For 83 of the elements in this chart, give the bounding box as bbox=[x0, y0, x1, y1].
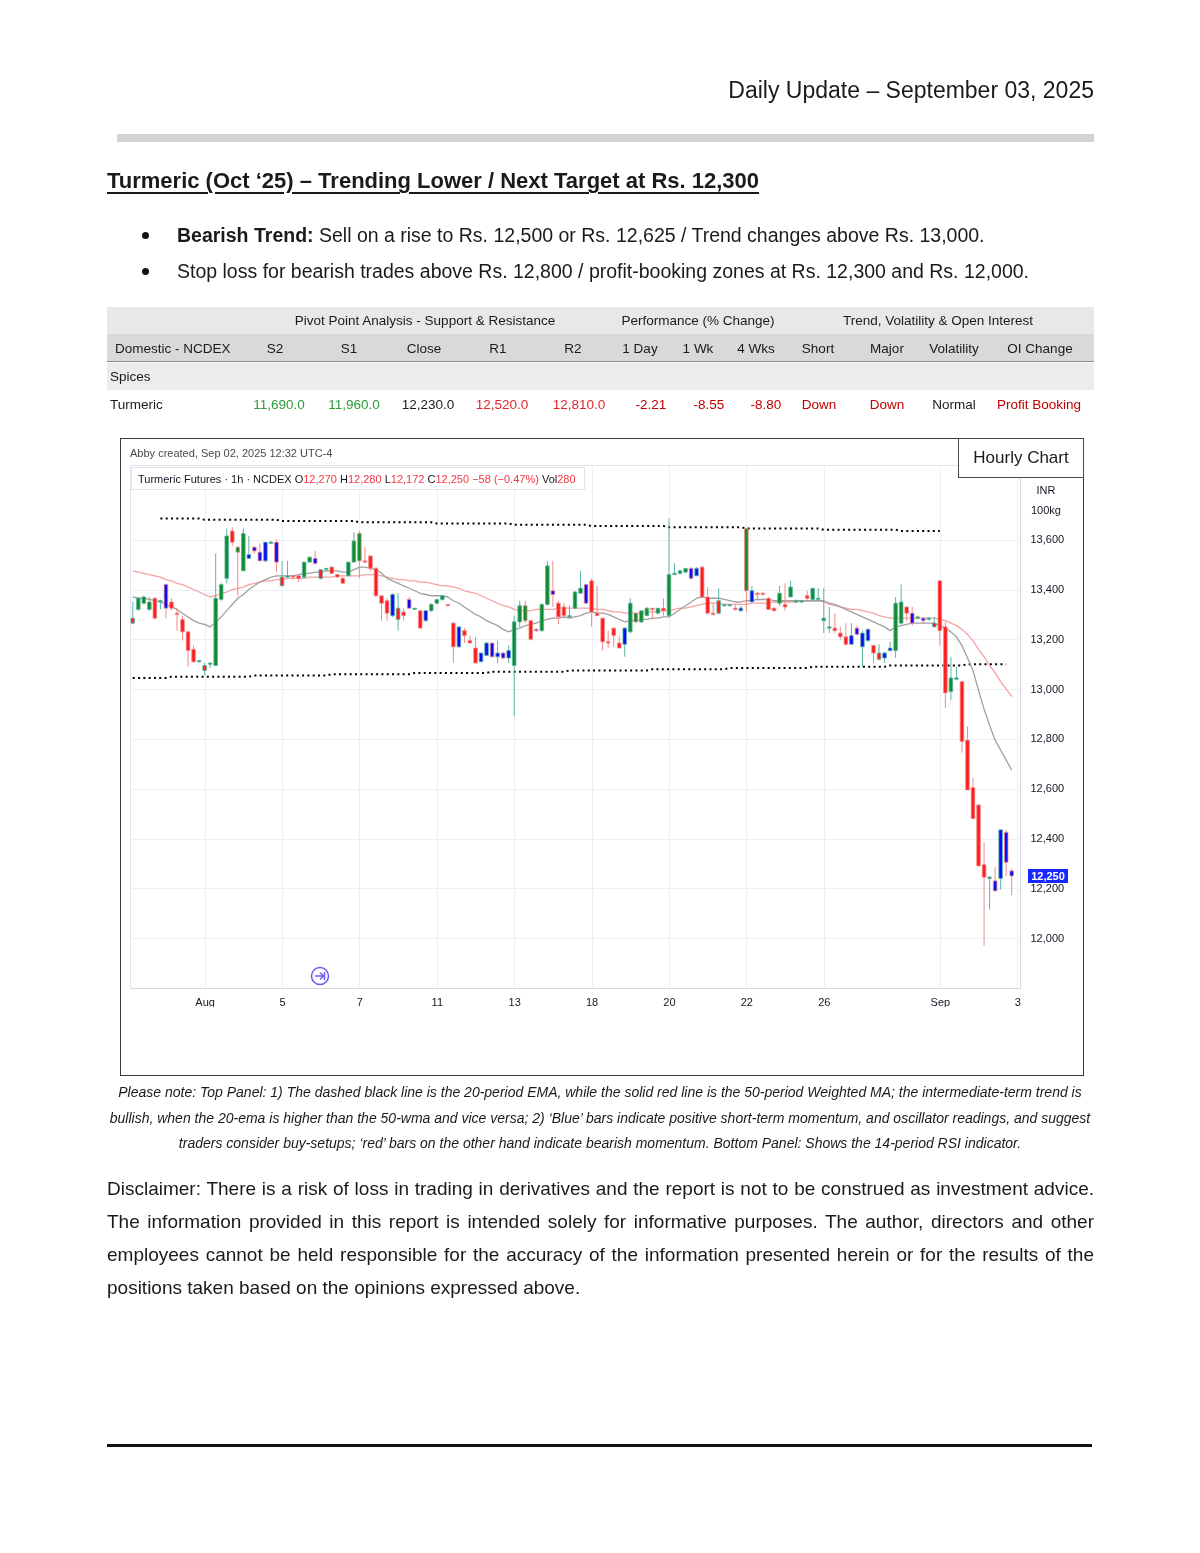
x-tick-label: 7 bbox=[356, 995, 363, 1008]
y-tick-label: 12,600 bbox=[1030, 782, 1065, 795]
candlestick bbox=[274, 539, 279, 573]
x-tick-label: Sep bbox=[930, 995, 951, 1008]
x-tick-label: 18 bbox=[585, 995, 599, 1008]
y-tick-label: 12,800 bbox=[1030, 732, 1065, 745]
text: R2 bbox=[564, 339, 582, 357]
text: Turmeric bbox=[110, 395, 163, 413]
y-tick-label: 12,400 bbox=[1030, 832, 1065, 845]
text: Trend, Volatility & Open Interest bbox=[842, 311, 1034, 329]
text: Turmeric (Oct ‘25) – Trending Lower / Next Target at Rs. 12,300 bbox=[107, 167, 760, 195]
text: Down bbox=[801, 395, 837, 413]
text: Pivot Point Analysis - Support & Resistance bbox=[294, 311, 556, 329]
y-tick-label: 13,400 bbox=[1030, 583, 1065, 596]
candlestick bbox=[777, 585, 782, 607]
text: 4 Wks bbox=[737, 339, 775, 357]
x-tick-label: 13 bbox=[508, 995, 521, 1008]
y-tick-label: 12,000 bbox=[1030, 931, 1065, 944]
text: -8.55 bbox=[693, 395, 725, 413]
text: OI Change bbox=[1007, 339, 1073, 357]
text: 1 Wk bbox=[682, 339, 714, 357]
x-tick-label: Aug bbox=[195, 995, 215, 1008]
chart-title: Hourly Chart bbox=[958, 438, 1084, 478]
x-tick-label: 22 bbox=[740, 995, 753, 1008]
text: S1 bbox=[340, 339, 358, 357]
text: Volatility bbox=[929, 339, 979, 357]
text: Profit Booking bbox=[996, 395, 1082, 413]
candlestick bbox=[594, 585, 600, 617]
text: Disclaimer: There is a risk of loss in trading in derivatives and the report is not to be construed as investment advice. The information provided in this report is intended solely for informative purposes. The author, directors and other employees cannot be held responsible for the accuracy of the information presented herein or for the results of the positions taken based on the opinions expressed above. bbox=[107, 1177, 1094, 1300]
candlestick bbox=[550, 560, 556, 608]
candlestick bbox=[473, 636, 478, 664]
candlestick bbox=[782, 582, 788, 612]
x-tick-label: 3 bbox=[1014, 995, 1021, 1008]
text: 12,250 bbox=[1031, 869, 1065, 882]
y-tick-label: 13,200 bbox=[1030, 632, 1065, 645]
candlestick bbox=[174, 607, 180, 632]
text: -2.21 bbox=[635, 395, 667, 413]
text: Down bbox=[869, 395, 905, 413]
text: 12,810.0 bbox=[552, 395, 606, 413]
candlestick bbox=[1009, 867, 1014, 896]
text: 11,960.0 bbox=[328, 395, 380, 413]
candlestick bbox=[827, 606, 832, 634]
text: Performance (% Change) bbox=[621, 311, 775, 329]
candlestick bbox=[196, 660, 202, 664]
text: Major bbox=[870, 339, 904, 357]
x-tick-label: 20 bbox=[663, 995, 676, 1008]
candlestick bbox=[451, 621, 456, 664]
y-tick-label: 13,000 bbox=[1030, 682, 1065, 695]
line-series bbox=[132, 570, 1013, 698]
y-axis-title: INR 100kg bbox=[1030, 483, 1062, 518]
x-tick-label: 26 bbox=[818, 995, 831, 1008]
text: Domestic - NCDEX bbox=[115, 339, 231, 357]
text: R1 bbox=[489, 339, 507, 357]
text: Normal bbox=[932, 395, 976, 413]
x-tick-label: 11 bbox=[431, 995, 444, 1008]
text: 1 Day bbox=[622, 339, 658, 357]
text: -8.80 bbox=[750, 395, 782, 413]
text: Stop loss for bearish trades above Rs. 12,800 / profit-booking zones at Rs. 12,300 and Rs. 12,000. bbox=[177, 259, 1030, 283]
y-tick-label: 12,200 bbox=[1030, 881, 1065, 894]
text: Short bbox=[801, 339, 835, 357]
text: 11,690.0 bbox=[253, 395, 305, 413]
candlestick bbox=[987, 875, 992, 911]
text: Bearish Trend: Sell on a rise to Rs. 12,500 or Rs. 12,625 / Trend changes above Rs. 13,000. bbox=[177, 224, 985, 246]
text: 12,230.0 bbox=[401, 395, 455, 413]
y-tick-label: 13,600 bbox=[1030, 533, 1065, 546]
text: Daily Update – September 03, 2025 bbox=[728, 75, 1094, 105]
text: 12,520.0 bbox=[475, 395, 529, 413]
text: S2 bbox=[266, 339, 284, 357]
text: Spices bbox=[110, 367, 151, 385]
candlestick bbox=[467, 635, 473, 644]
text: Abby created, Sep 02, 2025 12:32 UTC-4 bbox=[130, 446, 333, 460]
text: Close bbox=[406, 339, 442, 357]
line-series bbox=[159, 517, 941, 532]
x-tick-label: 5 bbox=[279, 995, 286, 1008]
line-series bbox=[132, 566, 1013, 771]
candlestick bbox=[849, 622, 854, 645]
candlestick bbox=[821, 587, 826, 634]
candlestick bbox=[992, 866, 998, 892]
candlestick bbox=[230, 526, 235, 547]
candlestick bbox=[832, 612, 838, 634]
candlestick bbox=[611, 627, 616, 648]
candlestick bbox=[456, 626, 462, 649]
text: Please note: Top Panel: 1) The dashed black line is the 20-period EMA, while the solid red line is the 50-period Weighted MA; the intermediate-term trend is bullish, when the 20-ema is higher than the 50-wma and vice versa; 2) ‘Blue’ bars indicate positive short-term momentum, and oscillator readings, and suggest traders consider buy-setups; ‘red’ bars on the other hand indicate bearish momentum. Bottom Panel: Shows the 14-period RSI indicator. bbox=[108, 1083, 1092, 1153]
